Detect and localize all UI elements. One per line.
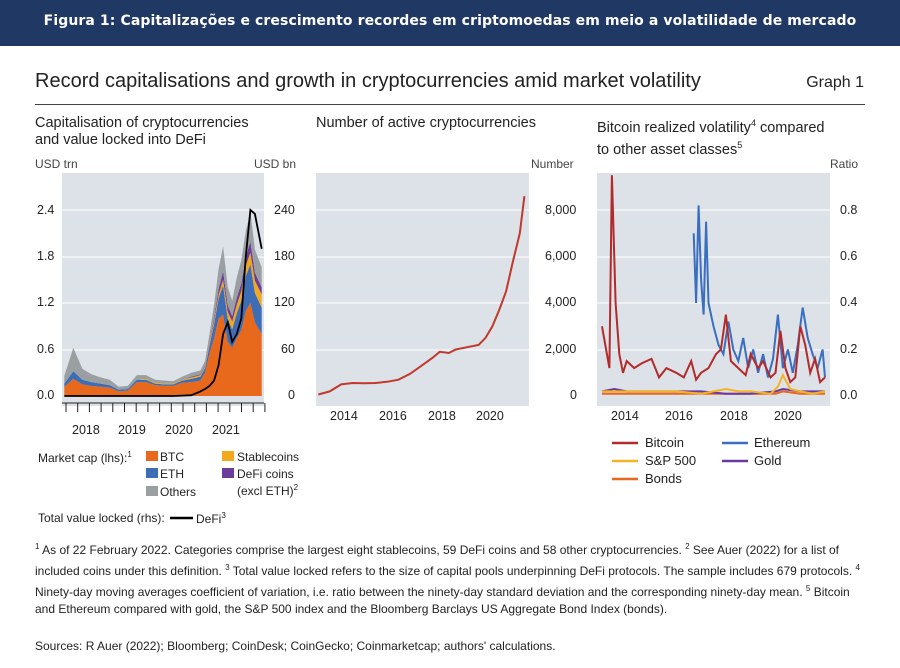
line-series-defi-tvl: [64, 208, 263, 397]
legend-swatch-eth: [146, 468, 158, 478]
left-ytick-lhs: 0.0: [37, 388, 55, 402]
middle-xtick: 2018: [428, 409, 456, 423]
middle-plot-area: [316, 173, 529, 406]
left-title-line2: and value locked into DeFi: [35, 132, 206, 148]
left-unit-lhs: USD trn: [35, 157, 78, 171]
right-ytick: 0.6: [840, 249, 858, 263]
legend-label-bitcoin: Bitcoin: [645, 435, 685, 450]
title-divider: [35, 104, 865, 105]
right-ytick: 0.4: [840, 295, 858, 309]
middle-ytick: 4,000: [545, 295, 577, 309]
right-unit: Ratio: [830, 157, 859, 171]
right-xtick: 2014: [611, 409, 639, 423]
legend-swatch-others: [146, 486, 158, 496]
middle-panel-title: Number of active cryptocurrencies: [316, 115, 536, 131]
right-panel-title: Bitcoin realized volatility4 compared to…: [597, 118, 825, 158]
legend-label-defi-coins: DeFi coins: [237, 467, 294, 481]
right-ytick: 0.0: [840, 388, 858, 402]
footnotes: 1 As of 22 February 2022. Categories com…: [35, 542, 860, 616]
left-ytick-rhs: 240: [274, 203, 295, 217]
legend-label-gold: Gold: [754, 453, 782, 468]
area-series-btc: [64, 303, 262, 396]
page-title: Record capitalisations and growth in cry…: [35, 70, 701, 92]
legend-label-sp500: S&P 500: [645, 453, 697, 468]
left-ytick-rhs: 60: [281, 342, 295, 356]
middle-xtick: 2014: [330, 409, 358, 423]
middle-unit: Number: [531, 157, 574, 171]
left-xtick: 2018: [72, 423, 100, 437]
left-panel-title: Capitalisation of cryptocurrencies and v…: [35, 115, 249, 149]
left-title-line1: Capitalisation of cryptocurrencies: [35, 115, 249, 131]
left-xtick: 2019: [118, 423, 146, 437]
legend-label-btc: BTC: [160, 450, 184, 464]
right-ytick: 0.8: [840, 203, 858, 217]
line-series-s-p-500: [602, 372, 826, 395]
graph-label: Graph 1: [806, 74, 864, 91]
left-ytick-rhs: 120: [274, 295, 295, 309]
tvl-legend-prefix: Total value locked (rhs):: [38, 511, 165, 525]
legend-label-others: Others: [160, 485, 197, 499]
right-xtick: 2020: [774, 409, 802, 423]
legend-swatch-defi-coins: [222, 468, 234, 478]
left-ytick-lhs: 1.2: [37, 295, 55, 309]
left-ytick-lhs: 2.4: [37, 203, 55, 217]
line-series-active-cryptocurrencies: [318, 195, 526, 396]
middle-ytick: 2,000: [545, 342, 577, 356]
sources: Sources: R Auer (2022); Bloomberg; CoinD…: [35, 639, 556, 653]
middle-xtick: 2020: [476, 409, 504, 423]
legend-label-bonds: Bonds: [645, 471, 682, 486]
left-xtick: 2020: [165, 423, 193, 437]
left-ytick-lhs: 1.8: [37, 249, 55, 263]
line-series-bitcoin: [601, 175, 826, 385]
area-series-others: [64, 212, 262, 390]
legend-label-eth: ETH: [160, 467, 184, 481]
legend-label-defi-tvl: DeFi3: [196, 511, 226, 526]
left-ytick-rhs: 0: [288, 388, 295, 402]
legend-label-ethereum: Ethereum: [754, 435, 811, 450]
legend-swatch-stablecoins: [222, 451, 234, 461]
legend-swatch-btc: [146, 451, 158, 461]
line-series-ethereum: [692, 205, 826, 378]
left-ytick-lhs: 0.6: [37, 342, 55, 356]
legend-label-stablecoins: Stablecoins: [237, 450, 300, 464]
middle-xtick: 2016: [379, 409, 407, 423]
left-unit-rhs: USD bn: [254, 157, 297, 171]
banner-title: Figura 1: Capitalizações e crescimento r…: [43, 13, 857, 29]
header-banner: [0, 0, 900, 46]
middle-ytick: 6,000: [545, 249, 577, 263]
middle-ytick: 8,000: [545, 203, 577, 217]
left-xtick: 2021: [212, 423, 240, 437]
right-xtick: 2018: [720, 409, 748, 423]
right-xtick: 2016: [665, 409, 693, 423]
left-ytick-rhs: 180: [274, 249, 295, 263]
right-ytick: 0.2: [840, 342, 858, 356]
left-legend-prefix: Market cap (lhs):1: [38, 450, 132, 465]
legend-label-defi-note: (excl ETH)2: [237, 483, 299, 498]
middle-ytick: 0: [570, 388, 577, 402]
